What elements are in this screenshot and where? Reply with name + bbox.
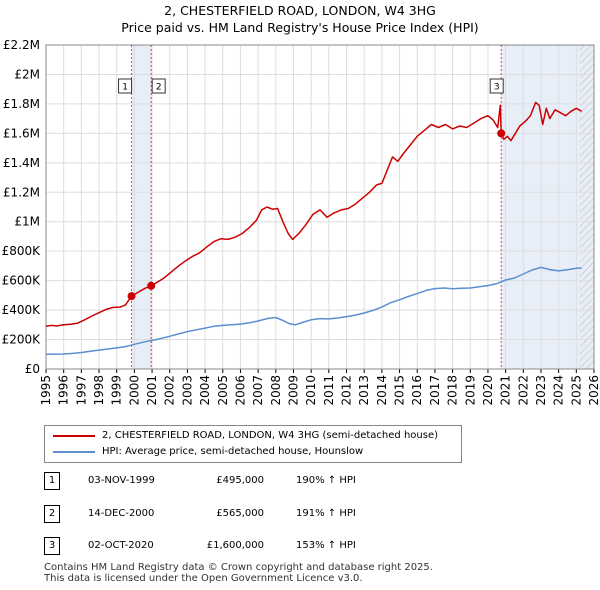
y-tick-label: £2.2M [3, 38, 40, 52]
x-tick-label: 2010 [304, 375, 318, 406]
sale-price: £1,600,000 [206, 540, 264, 551]
x-tick-label: 2009 [286, 375, 300, 406]
sale-point [127, 292, 136, 301]
sale-number-box [489, 78, 504, 94]
table-row: 3 02-OCT-2020 £1,600,000 153% ↑ HPI [44, 537, 464, 555]
legend-swatch-hpi [53, 451, 95, 453]
footer-line-2: This data is licensed under the Open Gov… [44, 573, 363, 584]
x-tick-label: 2008 [269, 375, 283, 406]
series [45, 101, 582, 356]
sale-price: £495,000 [216, 475, 264, 486]
sale-number-label: 3 [494, 83, 500, 93]
x-tick-label: 2020 [481, 375, 495, 406]
sale-number-box [151, 78, 166, 94]
chart-title-block: 2, CHESTERFIELD ROAD, LONDON, W4 3HG Pri… [0, 2, 600, 36]
table-row: 2 14-DEC-2000 £565,000 191% ↑ HPI [44, 505, 464, 523]
x-tick-label: 2024 [552, 375, 566, 406]
sale-point [497, 129, 506, 138]
sale-price: £565,000 [216, 508, 264, 519]
chart-subtitle: Price paid vs. HM Land Registry's House … [121, 20, 479, 35]
y-tick-label: £400K [2, 303, 42, 317]
x-tick-label: 2026 [587, 375, 600, 406]
x-tick-label: 2021 [499, 375, 513, 406]
x-tick-label: 2019 [463, 375, 477, 406]
x-tick-label: 1997 [74, 375, 88, 406]
y-tick-label: £1.8M [3, 97, 40, 111]
y-tick-label: £800K [2, 244, 42, 258]
y-tick-label: £600K [2, 274, 42, 288]
x-tick-label: 2018 [446, 375, 460, 406]
future-hatch [579, 45, 594, 369]
x-tick-label: 2004 [198, 375, 212, 406]
x-tick-label: 1996 [57, 375, 71, 406]
x-tick-label: 2013 [357, 375, 371, 406]
plot-border [45, 44, 595, 370]
series-line-hpi [45, 266, 582, 356]
x-tick-label: 1998 [92, 375, 106, 406]
x-tick-label: 2012 [340, 375, 354, 406]
chart-title: 2, CHESTERFIELD ROAD, LONDON, W4 3HG [164, 3, 436, 18]
sale-hpi-change: 190% ↑ HPI [296, 475, 356, 486]
sale-vlines [131, 45, 502, 369]
sale-date: 03-NOV-1999 [88, 475, 155, 486]
sale-number-label: 2 [156, 83, 162, 93]
y-tick-label: £1.2M [3, 185, 40, 199]
legend: 2, CHESTERFIELD ROAD, LONDON, W4 3HG (se… [44, 425, 462, 463]
footer-line-1: Contains HM Land Registry data © Crown c… [44, 562, 433, 573]
x-tick-label: 1995 [39, 375, 53, 406]
y-tick-label: £1M [14, 215, 40, 229]
x-tick-label: 1999 [110, 375, 124, 406]
sale-hpi-change: 191% ↑ HPI [296, 508, 356, 519]
x-tick-label: 2023 [534, 375, 548, 406]
x-tick-label: 2011 [322, 375, 336, 406]
sale-hpi-change: 153% ↑ HPI [296, 540, 356, 551]
x-tick-label: 2022 [516, 375, 530, 406]
y-tick-label: £2M [14, 67, 40, 81]
y-tick-label: £200K [2, 333, 42, 347]
y-tick-label: £1.4M [3, 156, 40, 170]
sale-number-badge: 2 [44, 505, 60, 523]
sale-number-label: 1 [122, 83, 128, 93]
x-tick-label: 2002 [163, 375, 177, 406]
sale-date: 14-DEC-2000 [88, 508, 155, 519]
x-tick-label: 2005 [216, 375, 230, 406]
axes: £0 £200K £400K £600K £800K £1M £1.2M £1.4M £1.6M… [2, 38, 600, 406]
legend-label-hpi: HPI: Average price, semi-detached house,… [102, 446, 364, 457]
x-tick-label: 2007 [251, 375, 265, 406]
y-tick-label: £1.6M [3, 126, 40, 140]
x-tick-label: 2014 [375, 375, 389, 406]
x-tick-label: 2000 [127, 375, 141, 406]
legend-swatch-property [53, 435, 95, 437]
sale-number-badge: 3 [44, 537, 60, 555]
y-tick-label: £0 [25, 362, 40, 376]
legend-label-property: 2, CHESTERFIELD ROAD, LONDON, W4 3HG (se… [102, 430, 439, 441]
sale-markers: 1 2 3 [118, 78, 506, 301]
x-tick-label: 2016 [410, 375, 424, 406]
x-tick-label: 2025 [569, 375, 583, 406]
x-tick-label: 2015 [393, 375, 407, 406]
sale-date: 02-OCT-2020 [88, 540, 154, 551]
sale-number-box [118, 78, 133, 94]
series-line-property [45, 101, 582, 328]
x-tick-label: 2003 [180, 375, 194, 406]
sale-number-badge: 1 [44, 472, 60, 490]
sale-point [147, 281, 156, 290]
shaded-regions [46, 45, 594, 369]
shaded-region [501, 45, 594, 369]
x-tick-label: 2001 [145, 375, 159, 406]
table-row: 1 03-NOV-1999 £495,000 190% ↑ HPI [44, 472, 464, 490]
price-chart: £0 £200K £400K £600K £800K £1M £1.2M £1.4M £1.6M… [2, 38, 600, 406]
x-tick-label: 2006 [233, 375, 247, 406]
x-tick-label: 2017 [428, 375, 442, 406]
footer-credit: Contains HM Land Registry data © Crown c… [44, 562, 433, 584]
